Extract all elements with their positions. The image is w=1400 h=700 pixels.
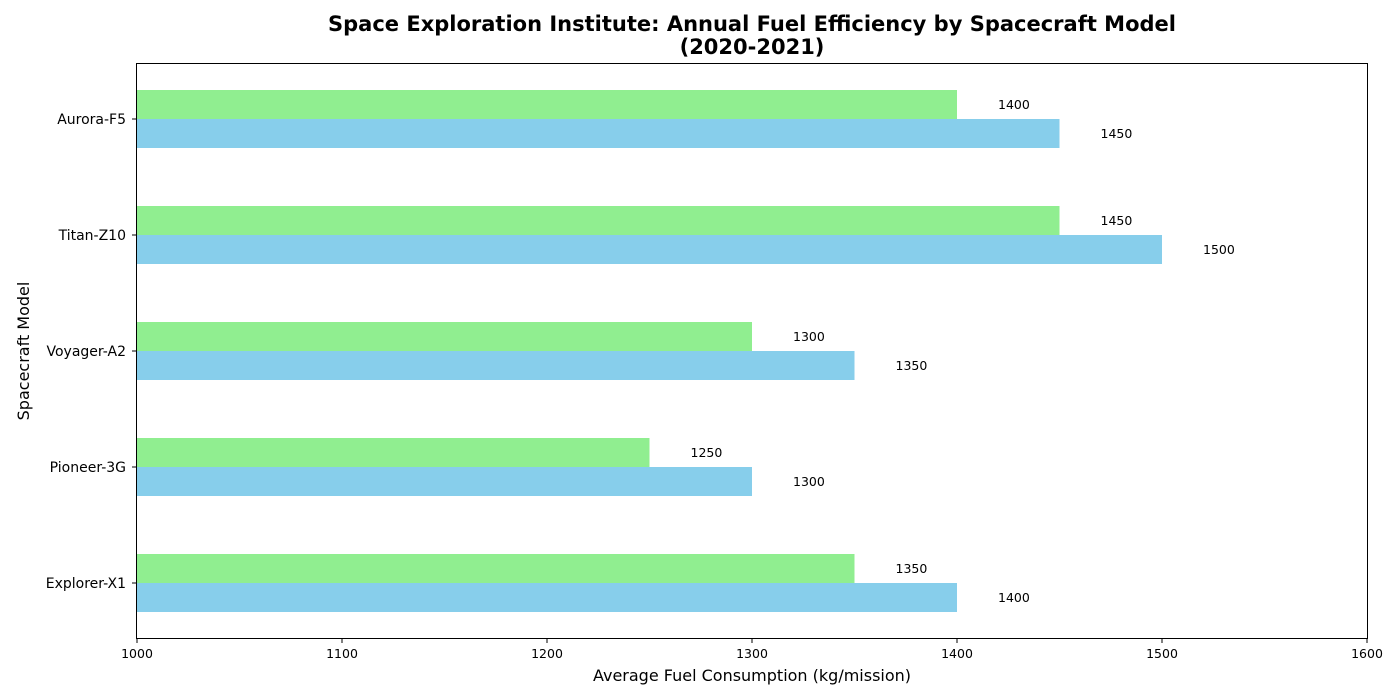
- x-tick-label: 1600: [1351, 646, 1383, 661]
- x-tick-label: 1400: [941, 646, 973, 661]
- data-label-aurora-f5-series-a: 1400: [998, 97, 1030, 112]
- x-tick-label: 1100: [326, 646, 358, 661]
- x-axis-label: Average Fuel Consumption (kg/mission): [593, 666, 911, 685]
- chart-title-line-2: (2020-2021): [680, 35, 825, 59]
- x-axis: 1000 1100 1200 1300 1400 1500 1600: [121, 638, 1383, 661]
- data-label-pioneer-3g-series-a: 1250: [691, 445, 723, 460]
- data-labels-layer: 1350 1400 1250 1300 1300 1350 1450 1500 1400 1450: [691, 97, 1235, 605]
- x-tick-label: 1300: [736, 646, 768, 661]
- data-label-voyager-a2-series-a: 1300: [793, 329, 825, 344]
- bar-explorer-x1-series-b: [137, 583, 957, 612]
- bar-voyager-a2-series-b: [137, 351, 855, 380]
- chart-title-line-1: Space Exploration Institute: Annual Fuel…: [328, 12, 1176, 36]
- x-tick-label: 1500: [1146, 646, 1178, 661]
- bar-aurora-f5-series-a: [137, 90, 957, 119]
- bar-explorer-x1-series-a: [137, 554, 855, 583]
- y-tick-label-explorer-x1: Explorer-X1: [46, 576, 126, 592]
- bar-titan-z10-series-a: [137, 206, 1060, 235]
- bar-pioneer-3g-series-b: [137, 467, 752, 496]
- data-label-titan-z10-series-b: 1500: [1203, 242, 1235, 257]
- data-label-voyager-a2-series-b: 1350: [896, 358, 928, 373]
- data-label-aurora-f5-series-b: 1450: [1101, 126, 1133, 141]
- data-label-titan-z10-series-a: 1450: [1101, 213, 1133, 228]
- y-tick-label-titan-z10: Titan-Z10: [58, 228, 126, 244]
- data-label-explorer-x1-series-b: 1400: [998, 590, 1030, 605]
- bar-aurora-f5-series-b: [137, 119, 1060, 148]
- bar-voyager-a2-series-a: [137, 322, 752, 351]
- x-tick-label: 1000: [121, 646, 153, 661]
- y-axis: Explorer-X1 Pioneer-3G Voyager-A2 Titan-Z10…: [46, 112, 137, 592]
- y-tick-label-voyager-a2: Voyager-A2: [46, 344, 126, 360]
- y-tick-label-aurora-f5: Aurora-F5: [57, 112, 126, 128]
- bars-layer: [137, 90, 1162, 612]
- bar-titan-z10-series-b: [137, 235, 1162, 264]
- data-label-pioneer-3g-series-b: 1300: [793, 474, 825, 489]
- data-label-explorer-x1-series-a: 1350: [896, 561, 928, 576]
- bar-pioneer-3g-series-a: [137, 438, 650, 467]
- y-axis-label: Spacecraft Model: [14, 282, 33, 421]
- x-tick-label: 1200: [531, 646, 563, 661]
- y-tick-label-pioneer-3g: Pioneer-3G: [50, 460, 126, 476]
